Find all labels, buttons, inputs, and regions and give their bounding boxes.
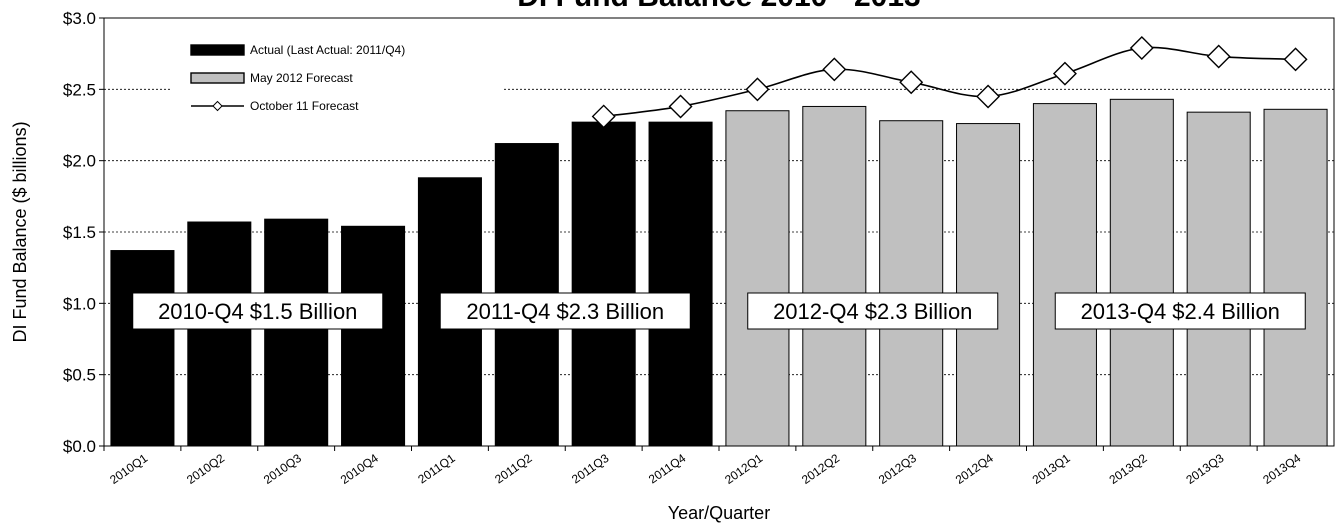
bar bbox=[187, 221, 252, 447]
bar bbox=[1263, 108, 1328, 447]
bar bbox=[648, 121, 713, 447]
legend-label: May 2012 Forecast bbox=[250, 71, 353, 85]
x-tick-label: 2010Q4 bbox=[338, 451, 381, 487]
bar bbox=[802, 105, 867, 447]
bar bbox=[110, 250, 175, 447]
y-tick-label: $1.5 bbox=[63, 223, 96, 242]
bar bbox=[1109, 98, 1174, 447]
x-tick-label: 2011Q1 bbox=[415, 451, 458, 487]
legend-swatch bbox=[190, 44, 245, 56]
legend-marker bbox=[212, 100, 223, 112]
x-tick-label: 2012Q2 bbox=[799, 451, 842, 487]
bar bbox=[571, 121, 636, 447]
x-axis-label: Year/Quarter bbox=[668, 503, 770, 523]
x-axis-ticks: 2010Q1 2010Q2 2010Q3 2010Q4 2011Q1 2011Q2 2011… bbox=[103, 446, 1304, 487]
x-tick-label: 2012Q3 bbox=[876, 451, 919, 487]
y-tick-label: $2.0 bbox=[63, 152, 96, 171]
y-tick-label: $2.5 bbox=[63, 80, 96, 99]
x-tick-label: 2013Q3 bbox=[1183, 451, 1226, 487]
legend-swatch bbox=[190, 72, 245, 84]
annotations: 2010-Q4 $1.5 Billion 2011-Q4 $2.3 Billion… bbox=[132, 292, 1306, 330]
x-tick-label: 2010Q2 bbox=[184, 451, 227, 487]
annotation-label: 2013-Q4 $2.4 Billion bbox=[1081, 299, 1280, 324]
y-axis-label: DI Fund Balance ($ billions) bbox=[10, 121, 30, 342]
bar bbox=[1186, 111, 1251, 447]
x-tick-label: 2013Q4 bbox=[1260, 451, 1303, 487]
bar bbox=[956, 123, 1021, 447]
forecast-line-group bbox=[591, 35, 1308, 129]
forecast-point bbox=[745, 77, 770, 102]
x-tick-label: 2010Q1 bbox=[107, 451, 150, 487]
annotation-box bbox=[132, 292, 384, 330]
forecast-line bbox=[603, 46, 1296, 118]
x-tick-label: 2012Q4 bbox=[953, 451, 996, 487]
forecast-point bbox=[899, 70, 924, 95]
legend-label: October 11 Forecast bbox=[250, 99, 359, 113]
y-tick-label: $3.0 bbox=[63, 9, 96, 28]
x-tick-label: 2012Q1 bbox=[722, 451, 765, 487]
bar bbox=[1032, 103, 1097, 447]
x-tick-label: 2013Q1 bbox=[1030, 451, 1073, 487]
bar bbox=[879, 120, 944, 447]
bars-group bbox=[110, 98, 1328, 447]
chart-title: DI Fund Balance 2010 - 2013 bbox=[517, 0, 921, 13]
bar bbox=[264, 218, 329, 447]
forecast-point bbox=[668, 94, 693, 119]
bar bbox=[725, 110, 790, 447]
y-tick-label: $1.0 bbox=[63, 294, 96, 313]
y-tick-label: $0.0 bbox=[63, 437, 96, 456]
x-tick-label: 2013Q2 bbox=[1107, 451, 1150, 487]
legend-label: Actual (Last Actual: 2011/Q4) bbox=[250, 43, 405, 57]
forecast-point bbox=[1052, 61, 1077, 86]
x-tick-label: 2011Q2 bbox=[492, 451, 535, 487]
forecast-point bbox=[822, 57, 847, 82]
y-axis-ticks: $0.0 $0.5 $1.0 $1.5 $2.0 $2.5 $3.0 bbox=[63, 9, 104, 456]
annotation-box bbox=[747, 292, 999, 330]
y-tick-label: $0.5 bbox=[63, 366, 96, 385]
annotation-label: 2010-Q4 $1.5 Billion bbox=[158, 299, 357, 324]
x-tick-label: 2010Q3 bbox=[261, 451, 304, 487]
annotation-label: 2011-Q4 $2.3 Billion bbox=[466, 299, 664, 324]
forecast-point bbox=[1206, 44, 1231, 69]
forecast-point bbox=[1129, 35, 1154, 60]
bar bbox=[341, 225, 406, 447]
annotation-box bbox=[439, 292, 691, 330]
forecast-point bbox=[1283, 47, 1308, 72]
forecast-point bbox=[591, 104, 616, 129]
annotation-label: 2012-Q4 $2.3 Billion bbox=[773, 299, 972, 324]
x-tick-label: 2011Q4 bbox=[646, 451, 689, 487]
annotation-box bbox=[1054, 292, 1306, 330]
legend: Actual (Last Actual: 2011/Q4) May 2012 Fo… bbox=[172, 36, 502, 116]
forecast-point bbox=[976, 84, 1001, 109]
x-tick-label: 2011Q3 bbox=[569, 451, 612, 487]
